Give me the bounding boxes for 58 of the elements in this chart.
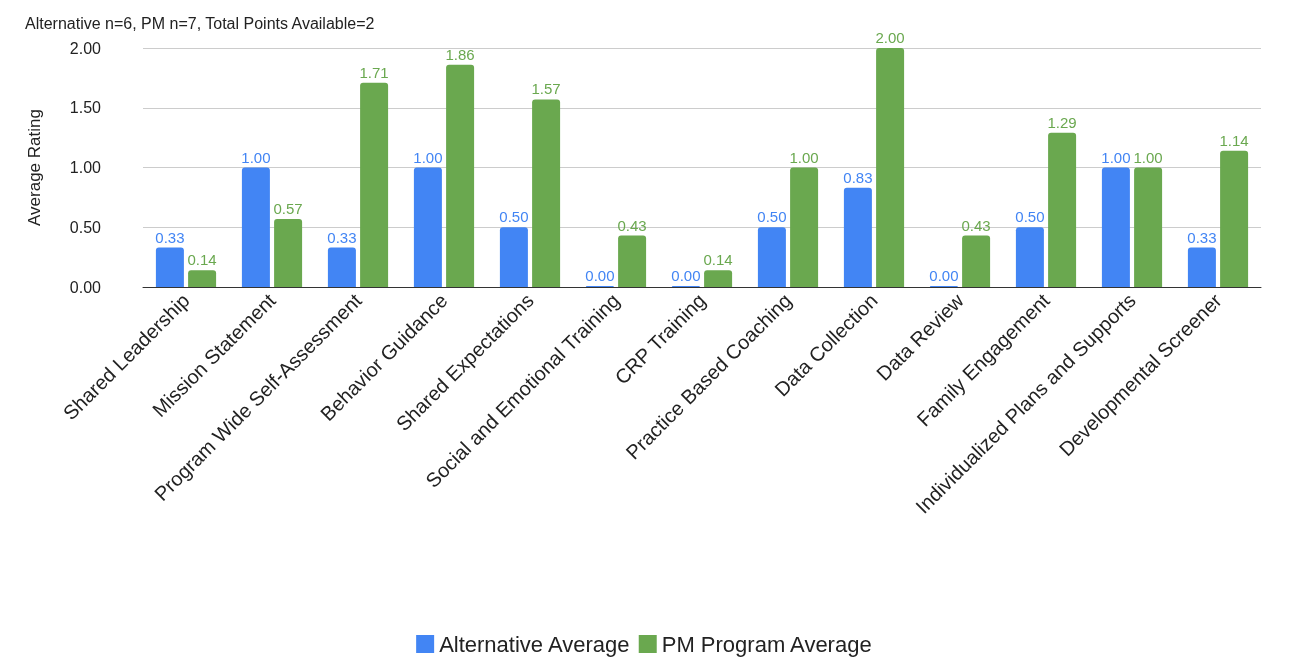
y-tick-label: 1.00	[69, 159, 102, 176]
data-label: 0.33	[155, 228, 185, 246]
y-tick-label: 1.50	[69, 99, 102, 117]
y-tick-label: 0.50	[69, 218, 102, 236]
chart-subtitle: Alternative n=6, PM n=7, Total Points Available=2	[25, 14, 375, 32]
data-label: 0.00	[929, 267, 959, 284]
data-label: 0.00	[671, 267, 701, 284]
data-label: 1.29	[1047, 113, 1077, 131]
bar	[1220, 150, 1249, 287]
bar	[1134, 167, 1163, 287]
data-label: 0.50	[499, 208, 529, 226]
bar	[876, 48, 905, 287]
data-label: 1.71	[359, 63, 389, 81]
bar	[790, 167, 819, 287]
bar	[1048, 132, 1077, 287]
bar	[1101, 167, 1130, 287]
y-tick-label: 2.00	[69, 39, 102, 57]
bar	[843, 187, 872, 287]
data-label: 1.86	[445, 45, 475, 63]
data-label: 0.57	[273, 199, 303, 217]
bar	[155, 247, 184, 287]
bar	[499, 227, 528, 287]
bar	[1187, 247, 1216, 287]
data-label: 0.43	[617, 216, 647, 234]
legend-label: Alternative Average	[439, 631, 630, 657]
data-label: 0.43	[961, 216, 991, 234]
data-label: 0.14	[187, 251, 217, 269]
data-label: 0.33	[1187, 228, 1217, 246]
data-label: 0.33	[327, 228, 357, 246]
bar	[704, 270, 733, 287]
bar	[532, 99, 561, 287]
bar	[360, 82, 389, 287]
bar	[618, 235, 647, 287]
bar	[446, 64, 475, 287]
y-tick-label: 0.00	[69, 278, 102, 296]
data-label: 0.50	[757, 208, 787, 226]
bar	[188, 270, 217, 287]
bar	[274, 218, 303, 287]
data-label: 1.00	[241, 148, 271, 166]
bar	[241, 167, 270, 287]
bar	[757, 227, 786, 287]
data-label: 2.00	[875, 29, 905, 46]
data-label: 1.57	[531, 80, 561, 98]
bar	[327, 247, 356, 287]
bar	[962, 235, 991, 287]
legend-label: PM Program Average	[661, 631, 872, 657]
data-label: 1.14	[1219, 131, 1249, 149]
data-label: 0.00	[585, 267, 615, 284]
data-label: 1.00	[413, 148, 443, 166]
data-label: 1.00	[1133, 148, 1163, 166]
data-label: 1.00	[789, 148, 819, 166]
data-label: 0.83	[843, 168, 873, 186]
data-label: 0.50	[1015, 208, 1045, 226]
bar	[413, 167, 442, 287]
y-axis-title: Average Rating	[25, 109, 44, 226]
data-label: 1.00	[1101, 148, 1131, 166]
data-label: 0.14	[703, 251, 733, 269]
bar	[1015, 227, 1044, 287]
